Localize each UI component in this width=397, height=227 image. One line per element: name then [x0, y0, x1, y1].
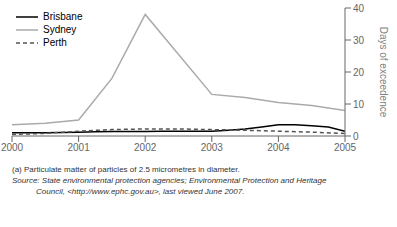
svg-text:2003: 2003: [201, 142, 224, 153]
html-text:Council, <http://www.ephc.gov.: Council, <http://www.ephc.gov.au>, last …: [36, 187, 245, 196]
svg-text:2004: 2004: [267, 142, 290, 153]
html-text:(a) Particulate matter of part: (a) Particulate matter of particles of 2…: [12, 165, 240, 174]
svg-text:2005: 2005: [334, 142, 357, 153]
svg-text:40: 40: [353, 3, 365, 14]
html-text:Perth: Perth: [43, 37, 67, 48]
html-text:Source: State environmental pr: Source: State environmental protection a…: [12, 176, 327, 185]
svg-text:2001: 2001: [67, 142, 90, 153]
html-text:Brisbane: Brisbane: [43, 11, 83, 22]
svg-text:2000: 2000: [8, 142, 24, 153]
svg-text:2002: 2002: [134, 142, 157, 153]
svg-text:20: 20: [353, 67, 365, 78]
html-text:Sydney: Sydney: [43, 24, 77, 35]
svg-text:10: 10: [353, 99, 365, 110]
svg-text:0: 0: [353, 131, 359, 142]
svg-text:Days of exceedence: Days of exceedence: [378, 27, 389, 118]
svg-text:30: 30: [353, 35, 365, 46]
